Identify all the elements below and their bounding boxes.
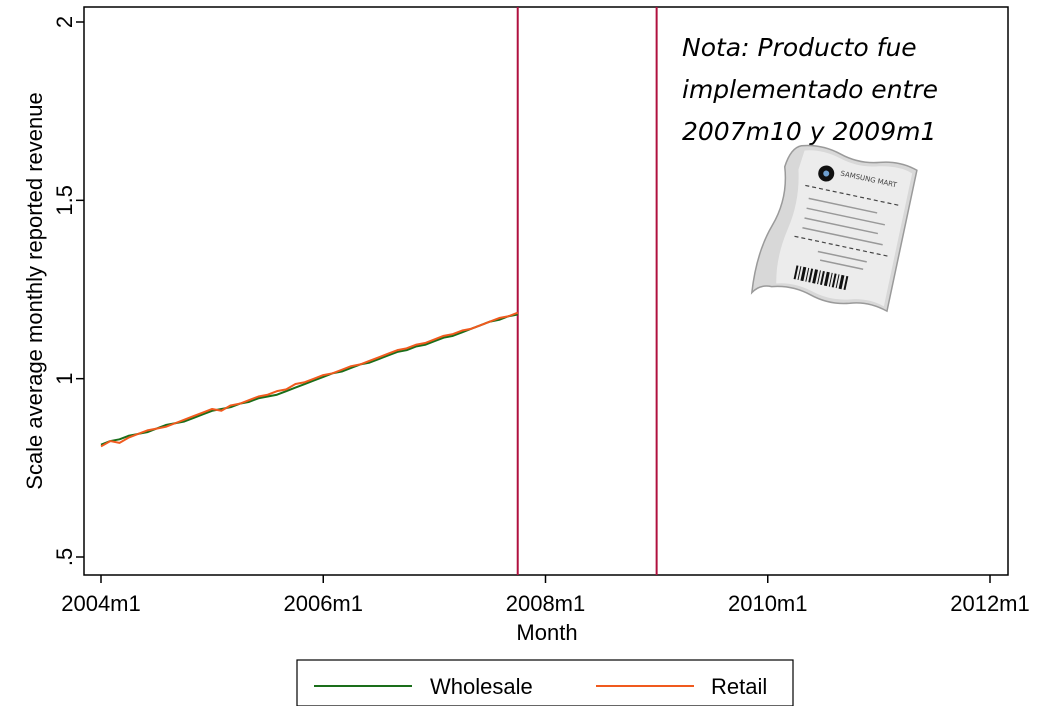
- x-tick-label: 2012m1: [950, 591, 1030, 616]
- vertical-line-layer: [516, 7, 658, 575]
- x-tick-label: 2010m1: [728, 591, 808, 616]
- y-tick-label: 1.5: [52, 185, 77, 216]
- note-line-1: Nota: Producto fue: [682, 33, 917, 62]
- y-axis-title: Scale average monthly reported revenue: [22, 92, 47, 489]
- legend-box: [296, 659, 794, 706]
- x-tick-label: 2006m1: [283, 591, 363, 616]
- note-line-3: 2007m10 y 2009m1: [682, 117, 936, 146]
- note-annotation: Nota: Producto fue implementado entre 20…: [682, 33, 938, 146]
- y-tick-label: 2: [52, 16, 77, 28]
- note-line-2: implementado entre: [682, 75, 938, 104]
- y-tick-label: .5: [52, 548, 77, 566]
- legend: Wholesale Retail: [296, 659, 794, 706]
- x-tick-label: 2008m1: [506, 591, 586, 616]
- x-axis-title: Month: [516, 620, 577, 645]
- axis-layer: 2004m1 2006m1 2008m1 2010m1 2012m1 .5 1 1.5 2: [52, 16, 1030, 616]
- x-tick-label: 2004m1: [61, 591, 141, 616]
- series-layer: [100, 311, 519, 448]
- legend-label-wholesale: Wholesale: [430, 674, 533, 699]
- legend-label-retail: Retail: [711, 674, 767, 699]
- y-tick-label: 1: [52, 373, 77, 385]
- receipt-icon: SAMSUNG MART: [750, 144, 918, 313]
- series-line-retail: [100, 311, 519, 448]
